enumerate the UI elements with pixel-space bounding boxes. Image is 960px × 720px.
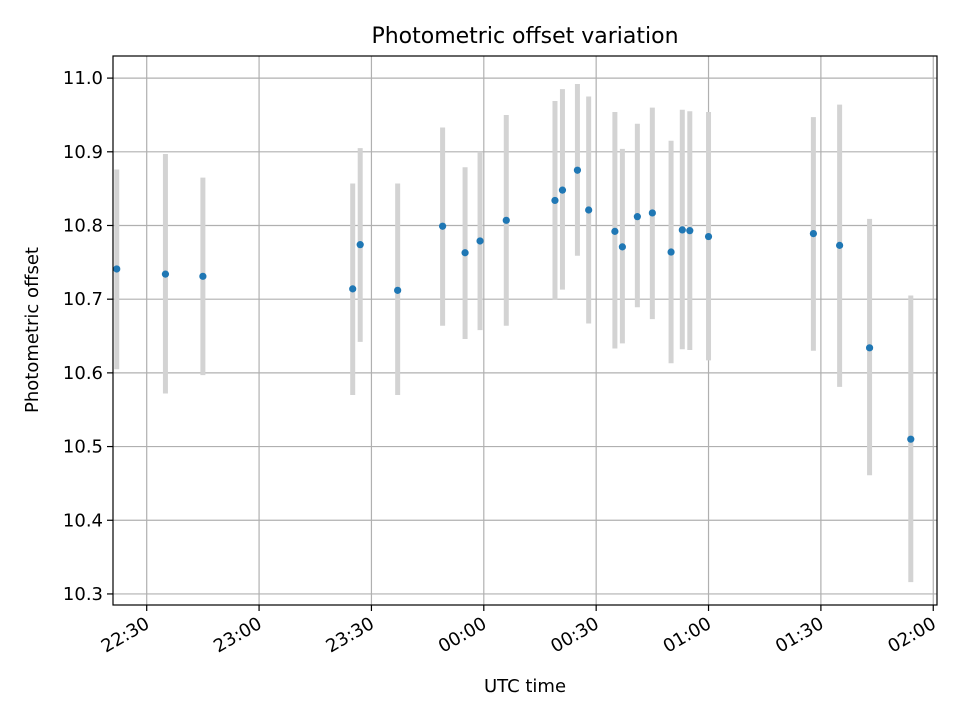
x-axis-label: UTC time <box>484 676 566 697</box>
data-point <box>836 241 844 249</box>
y-tick-label: 10.4 <box>63 510 103 531</box>
data-point <box>809 229 818 238</box>
plot-frame <box>112 55 938 606</box>
data-point <box>585 206 593 214</box>
data-point <box>865 344 874 352</box>
data-point <box>551 196 559 205</box>
y-tick-label: 10.6 <box>63 363 103 384</box>
data-point <box>648 209 656 217</box>
data-point <box>667 248 675 256</box>
y-axis-ticks: 10.3 10.4 10.5 10.6 10.7 10.8 10.9 11.0 <box>63 68 113 605</box>
y-tick-label: 10.7 <box>63 289 103 310</box>
data-point <box>161 270 170 278</box>
data-point <box>461 249 469 257</box>
chart-title: Photometric offset variation <box>371 24 678 49</box>
data-point <box>349 285 357 293</box>
data-point <box>476 237 484 245</box>
y-tick-label: 10.9 <box>63 142 103 163</box>
data-point <box>356 241 364 249</box>
y-tick-label: 10.8 <box>63 215 103 236</box>
data-point <box>678 226 686 234</box>
data-point <box>686 227 694 235</box>
data-point <box>611 227 619 235</box>
y-axis-label: Photometric offset <box>22 247 43 413</box>
data-point <box>704 232 713 241</box>
data-point <box>618 243 626 251</box>
data-point <box>558 186 567 194</box>
data-point <box>907 435 915 443</box>
data-point <box>502 216 510 224</box>
data-points <box>113 166 915 443</box>
y-tick-label: 10.5 <box>63 437 103 458</box>
y-tick-label: 11.0 <box>63 68 103 89</box>
data-point <box>394 286 402 294</box>
data-point <box>439 222 447 230</box>
data-point <box>113 265 121 273</box>
y-tick-label: 10.3 <box>63 584 103 605</box>
data-point <box>199 272 207 280</box>
data-point <box>633 213 641 221</box>
data-point <box>573 166 582 174</box>
